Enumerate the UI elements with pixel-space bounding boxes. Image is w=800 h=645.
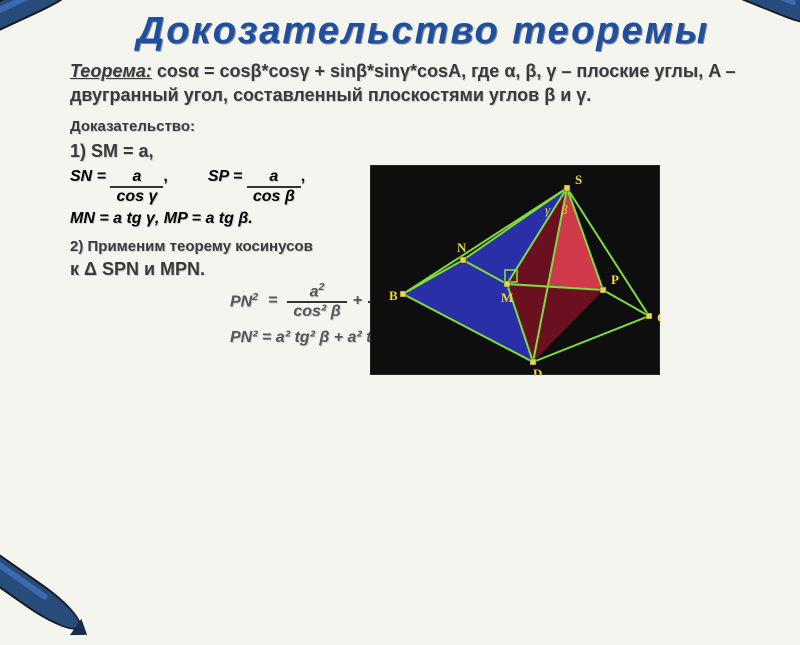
sp-eq: SP = a cos β ,: [208, 168, 305, 206]
sn-eq: SN = a cos γ ,: [70, 168, 168, 206]
sup-2: 2: [252, 292, 258, 303]
sp-num: a: [263, 168, 284, 186]
svg-text:C: C: [657, 310, 661, 325]
sn-lhs: SN =: [70, 168, 106, 185]
slide-title: Докозательство теоремы: [70, 10, 776, 53]
svg-text:P: P: [611, 272, 619, 287]
pn-lhs: PN2: [230, 292, 258, 311]
pn-text: PN: [230, 293, 252, 310]
sn-den: cos γ: [110, 188, 163, 206]
sq: 2: [319, 282, 325, 293]
sp-lhs: SP =: [208, 168, 243, 185]
svg-text:D: D: [533, 366, 542, 376]
theorem-text: cosα = cosβ*cosγ + sinβ*sinγ*cosA, где α…: [70, 61, 736, 105]
svg-text:B: B: [389, 288, 398, 303]
sn-num: a: [126, 168, 147, 186]
svg-text:M: M: [501, 290, 513, 305]
diagram-svg: γβ B N S M P C D: [371, 166, 661, 376]
comma: ,: [163, 168, 167, 185]
t1: a2 cos² β: [287, 282, 346, 321]
sn-frac: a cos γ: [110, 168, 163, 206]
plus: +: [353, 292, 362, 310]
geometry-diagram: γβ B N S M P C D: [370, 165, 660, 375]
svg-text:S: S: [575, 172, 582, 187]
svg-text:N: N: [457, 240, 467, 255]
svg-text:β: β: [560, 202, 568, 217]
sp-den: cos β: [247, 188, 301, 206]
theorem-statement: Теорема: cosα = cosβ*cosγ + sinβ*sinγ*co…: [70, 59, 770, 108]
comma: ,: [301, 168, 305, 185]
d1: cos² β: [287, 303, 346, 321]
theorem-label: Теорема:: [70, 61, 152, 81]
step-1: 1) SM = a,: [70, 141, 776, 162]
slide-content: Докозательство теоремы Теорема: cosα = c…: [0, 0, 800, 600]
proof-label: Доказательство:: [70, 118, 776, 135]
sp-frac: a cos β: [247, 168, 301, 206]
eq-sym: =: [268, 292, 277, 310]
a: a: [310, 283, 319, 300]
svg-text:γ: γ: [545, 202, 551, 217]
